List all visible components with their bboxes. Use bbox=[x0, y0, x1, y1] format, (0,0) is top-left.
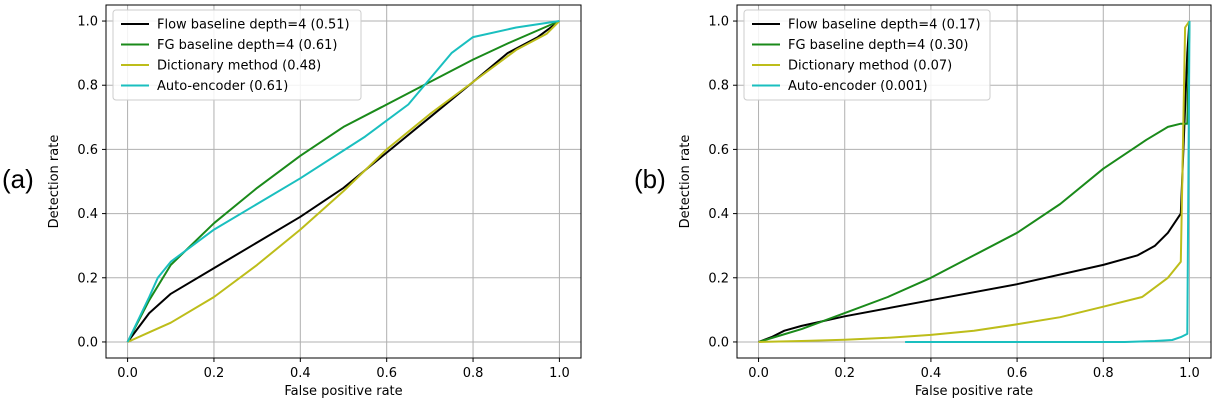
legend-label-b-2: Dictionary method (0.07) bbox=[788, 59, 952, 74]
y-tick-label-a-0: 0.0 bbox=[77, 335, 98, 350]
x-tick-label-b-1: 0.2 bbox=[834, 366, 855, 381]
legend-label-a-0: Flow baseline depth=4 (0.51) bbox=[157, 18, 350, 33]
y-tick-label-b-4: 0.8 bbox=[708, 79, 729, 94]
legend-b bbox=[743, 9, 991, 101]
y-tick-label-a-5: 1.0 bbox=[77, 15, 98, 30]
x-tick-label-b-2: 0.4 bbox=[921, 366, 942, 381]
series-line-b-2 bbox=[758, 20, 1191, 343]
x-tick-label-a-0: 0.0 bbox=[117, 366, 138, 381]
axes-frame-b bbox=[736, 4, 1212, 359]
x-tick-label-a-2: 0.4 bbox=[290, 366, 311, 381]
x-tick-label-a-4: 0.8 bbox=[463, 366, 484, 381]
axes-frame-a bbox=[105, 4, 582, 359]
series-line-b-3 bbox=[905, 20, 1191, 343]
panel-label-b: (b) bbox=[634, 164, 666, 194]
y-axis-label-b: Detection rate bbox=[678, 135, 693, 229]
x-tick-label-b-5: 1.0 bbox=[1179, 366, 1200, 381]
y-tick-label-a-3: 0.6 bbox=[77, 143, 98, 158]
legend-a bbox=[112, 9, 362, 101]
panel-label-a: (a) bbox=[2, 164, 34, 194]
y-tick-label-b-0: 0.0 bbox=[708, 335, 729, 350]
x-tick-label-a-3: 0.6 bbox=[376, 366, 397, 381]
legend-label-a-1: FG baseline depth=4 (0.61) bbox=[157, 38, 338, 53]
x-tick-label-a-1: 0.2 bbox=[204, 366, 225, 381]
legend-label-a-3: Auto-encoder (0.61) bbox=[157, 79, 288, 94]
series-line-a-2 bbox=[127, 20, 561, 343]
y-tick-label-a-1: 0.2 bbox=[77, 271, 98, 286]
legend-label-a-2: Dictionary method (0.48) bbox=[157, 59, 321, 74]
x-tick-label-b-4: 0.8 bbox=[1093, 366, 1114, 381]
y-tick-label-b-5: 1.0 bbox=[708, 15, 729, 30]
y-tick-label-a-4: 0.8 bbox=[77, 79, 98, 94]
x-tick-label-b-0: 0.0 bbox=[748, 366, 769, 381]
y-tick-label-b-1: 0.2 bbox=[708, 271, 729, 286]
legend-label-b-1: FG baseline depth=4 (0.30) bbox=[788, 38, 969, 53]
y-axis-label-a: Detection rate bbox=[47, 135, 62, 229]
legend-label-b-3: Auto-encoder (0.001) bbox=[788, 79, 928, 94]
y-tick-label-a-2: 0.4 bbox=[77, 207, 98, 222]
legend-label-b-0: Flow baseline depth=4 (0.17) bbox=[788, 18, 981, 33]
x-tick-label-a-5: 1.0 bbox=[549, 366, 570, 381]
series-line-a-1 bbox=[126, 20, 560, 343]
x-axis-label-b: False positive rate bbox=[915, 384, 1033, 399]
y-tick-label-b-3: 0.6 bbox=[708, 143, 729, 158]
x-tick-label-b-3: 0.6 bbox=[1007, 366, 1028, 381]
series-line-b-0 bbox=[758, 20, 1191, 343]
y-tick-label-b-2: 0.4 bbox=[708, 207, 729, 222]
series-line-b-1 bbox=[758, 20, 1191, 343]
series-line-a-0 bbox=[126, 20, 560, 343]
x-axis-label-a: False positive rate bbox=[284, 384, 402, 399]
series-line-a-3 bbox=[126, 20, 560, 343]
